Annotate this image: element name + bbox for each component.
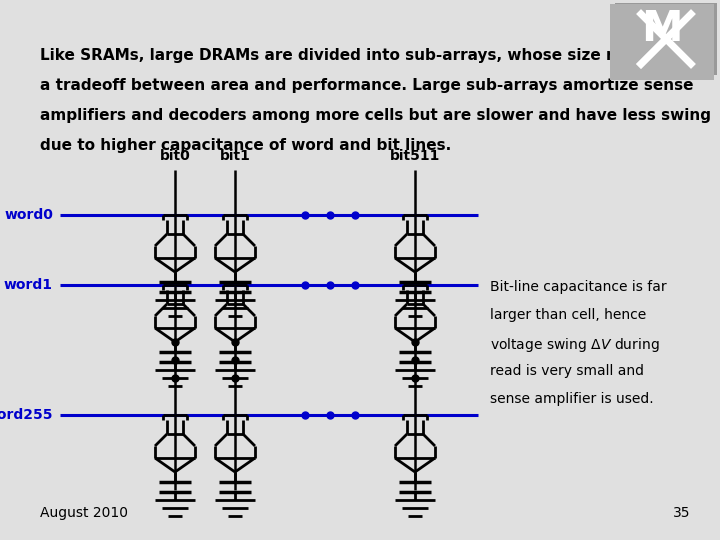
Text: amplifiers and decoders among more cells but are slower and have less swing: amplifiers and decoders among more cells… — [40, 108, 711, 123]
Text: M: M — [642, 8, 683, 50]
Text: August 2010: August 2010 — [40, 506, 128, 520]
Bar — [615, 3, 717, 75]
Text: 35: 35 — [672, 506, 690, 520]
Text: bit0: bit0 — [160, 149, 190, 163]
Text: due to higher capacitance of word and bit lines.: due to higher capacitance of word and bi… — [40, 138, 451, 153]
Text: word0: word0 — [4, 208, 53, 222]
Text: sense amplifier is used.: sense amplifier is used. — [490, 392, 654, 406]
Text: bit511: bit511 — [390, 149, 440, 163]
Text: larger than cell, hence: larger than cell, hence — [490, 308, 647, 322]
Text: Bit-line capacitance is far: Bit-line capacitance is far — [490, 280, 667, 294]
Text: bit1: bit1 — [220, 149, 251, 163]
FancyBboxPatch shape — [610, 4, 714, 80]
Text: voltage swing $\Delta V$ during: voltage swing $\Delta V$ during — [490, 336, 660, 354]
Text: Like SRAMs, large DRAMs are divided into sub-arrays, whose size represents: Like SRAMs, large DRAMs are divided into… — [40, 48, 699, 63]
Text: word1: word1 — [4, 278, 53, 292]
Text: a tradeoff between area and performance. Large sub-arrays amortize sense: a tradeoff between area and performance.… — [40, 78, 693, 93]
Text: word255: word255 — [0, 408, 53, 422]
Text: read is very small and: read is very small and — [490, 364, 644, 378]
